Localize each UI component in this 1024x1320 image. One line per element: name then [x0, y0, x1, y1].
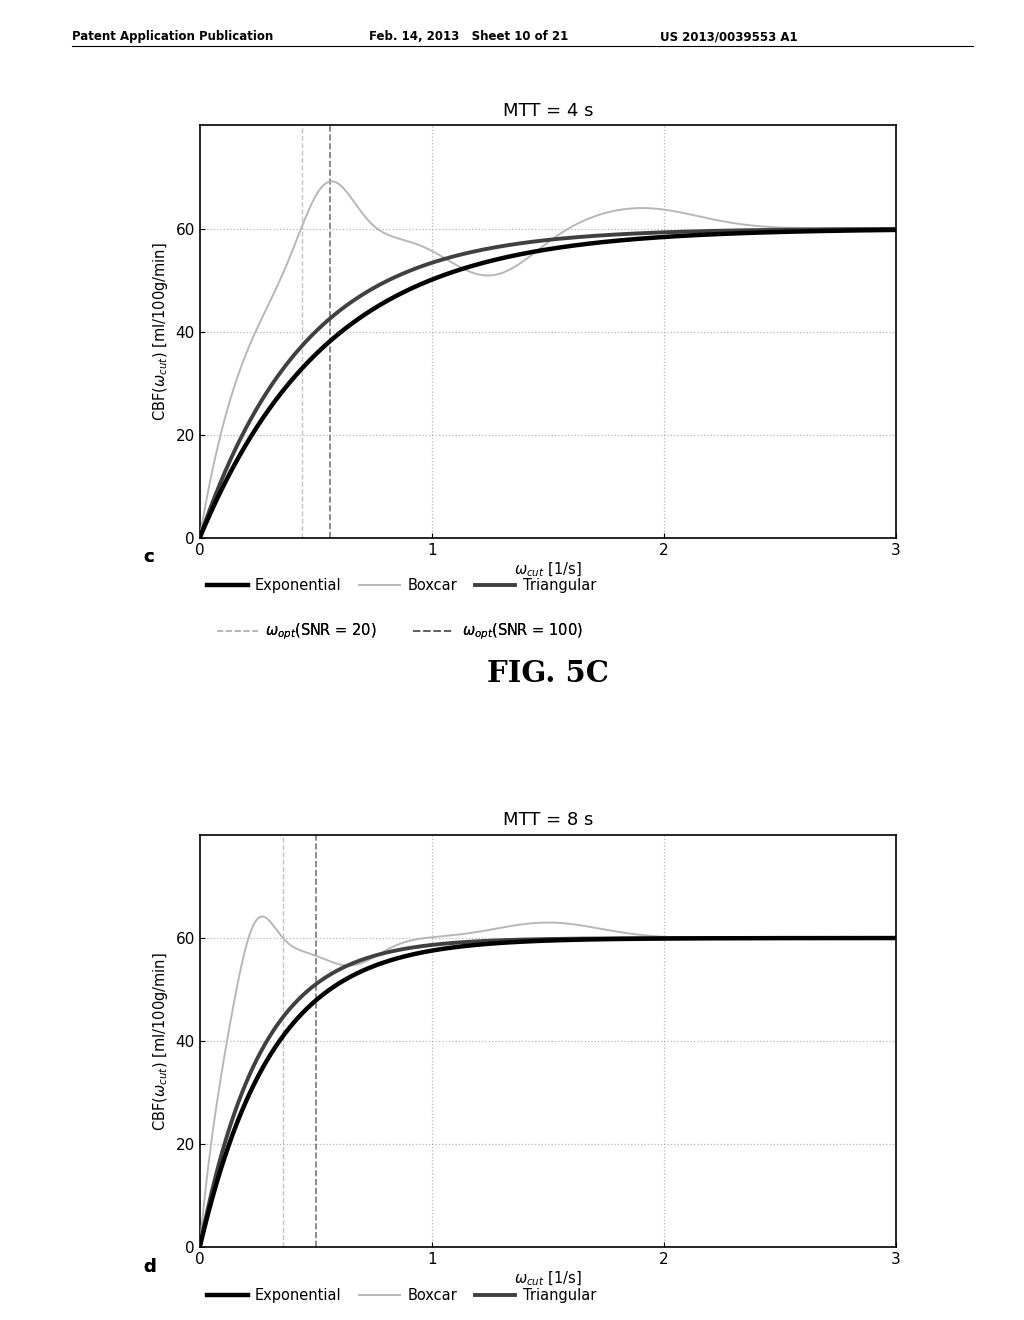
Text: d: d — [143, 1258, 156, 1276]
Text: d: d — [143, 1258, 156, 1276]
Text: Feb. 14, 2013   Sheet 10 of 21: Feb. 14, 2013 Sheet 10 of 21 — [369, 30, 568, 44]
Text: c: c — [143, 549, 154, 566]
X-axis label: $\omega_{cut}$ [1/s]: $\omega_{cut}$ [1/s] — [514, 1270, 582, 1288]
Text: US 2013/0039553 A1: US 2013/0039553 A1 — [660, 30, 798, 44]
Text: Patent Application Publication: Patent Application Publication — [72, 30, 273, 44]
Y-axis label: CBF($\omega_{cut}$) [ml/100g/min]: CBF($\omega_{cut}$) [ml/100g/min] — [151, 243, 170, 421]
X-axis label: $\omega_{cut}$ [1/s]: $\omega_{cut}$ [1/s] — [514, 561, 582, 579]
Text: c: c — [143, 549, 154, 566]
Text: FIG. 5C: FIG. 5C — [486, 659, 609, 688]
Legend: $\omega_{opt}$(SNR = 20), $\omega_{opt}$(SNR = 100): $\omega_{opt}$(SNR = 20), $\omega_{opt}$… — [217, 622, 583, 643]
Title: MTT = 4 s: MTT = 4 s — [503, 102, 593, 120]
Y-axis label: CBF($\omega_{cut}$) [ml/100g/min]: CBF($\omega_{cut}$) [ml/100g/min] — [151, 952, 170, 1130]
Title: MTT = 8 s: MTT = 8 s — [503, 812, 593, 829]
